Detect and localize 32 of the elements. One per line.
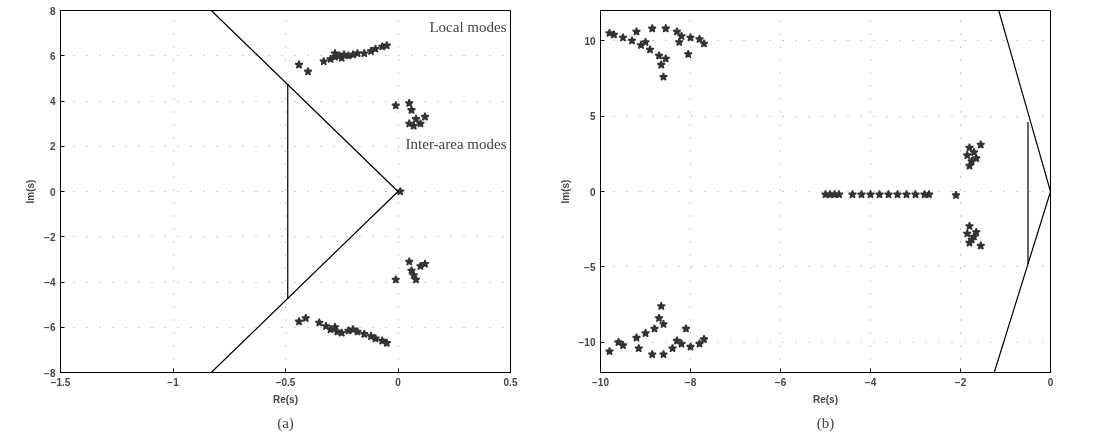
- x-axis-title: Re(s): [813, 393, 839, 405]
- x-tick-label: −2: [954, 376, 967, 388]
- y-tick-label: 8: [49, 5, 56, 17]
- annotation: Local modes: [429, 18, 507, 35]
- x-tick-label: −1.5: [50, 376, 71, 388]
- text: (b): [816, 414, 835, 432]
- x-tick-label: 0.5: [503, 376, 518, 388]
- x-tick-label: 0: [1047, 376, 1054, 388]
- y-tick-label: 4: [49, 96, 56, 107]
- y-tick-label: −5: [584, 261, 596, 273]
- x-tick-label: −6: [774, 376, 787, 388]
- y-tick-label: −2: [44, 231, 56, 243]
- x-tick-label: −1: [167, 376, 180, 388]
- y-tick-label: 0: [589, 186, 596, 198]
- x-axis-title: Re(s): [273, 393, 299, 405]
- y-tick-label: 0: [49, 186, 56, 198]
- annotation: Inter-area modes: [405, 136, 507, 153]
- y-axis-title: Im(s): [559, 179, 571, 204]
- y-tick-label: −6: [44, 322, 56, 334]
- y-tick-label: 5: [589, 111, 596, 123]
- y-tick-label: 10: [584, 35, 596, 47]
- y-tick-label: −4: [44, 277, 56, 288]
- text: (a): [277, 414, 294, 432]
- x-tick-label: −4: [864, 376, 877, 388]
- x-tick-label: −8: [684, 376, 697, 388]
- x-tick-label: 0: [395, 376, 402, 388]
- y-tick-label: 6: [49, 50, 56, 62]
- y-tick-label: −8: [44, 367, 56, 379]
- y-tick-label: −10: [578, 337, 596, 349]
- x-tick-label: −0.5: [275, 376, 296, 388]
- y-axis-title: Im(s): [25, 179, 37, 204]
- y-tick-label: 2: [49, 141, 56, 153]
